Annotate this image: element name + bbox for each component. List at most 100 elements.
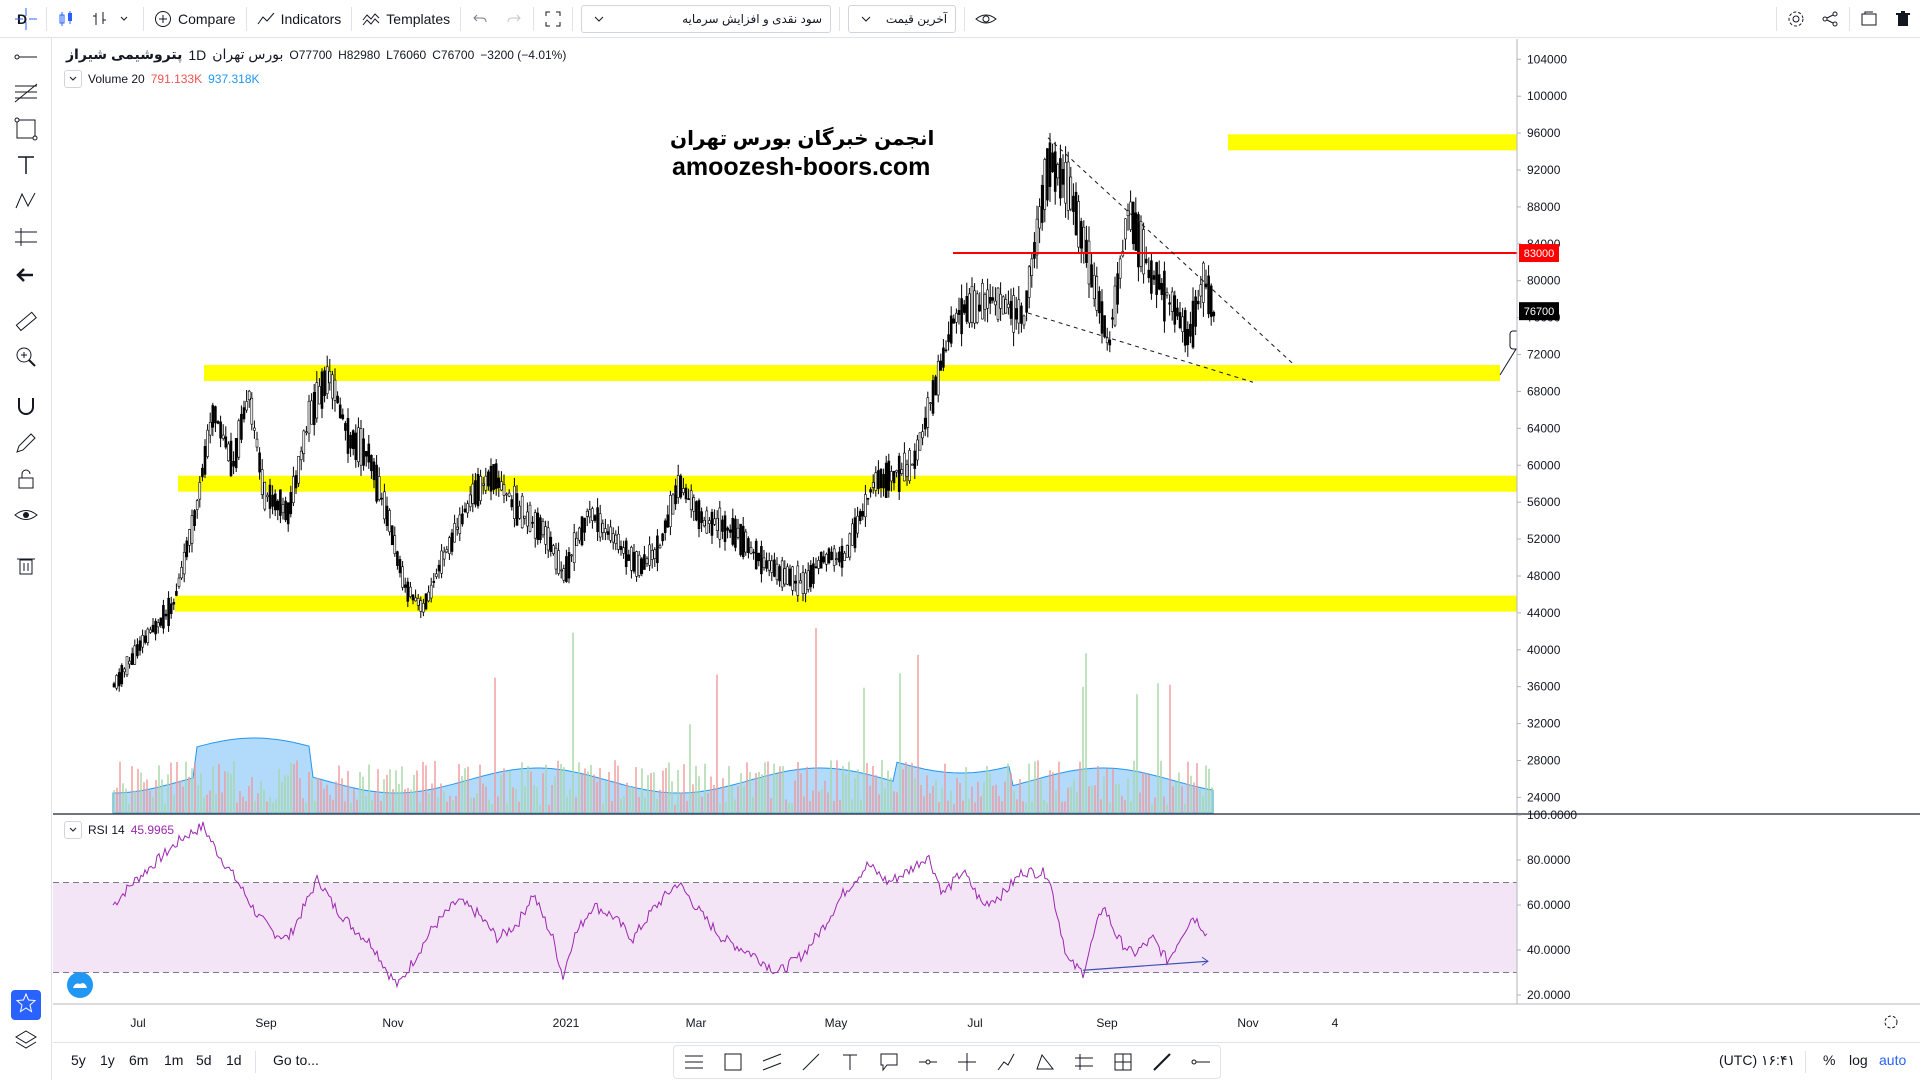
delete-chart-button[interactable]	[1886, 4, 1920, 34]
prediction-tool[interactable]	[11, 224, 41, 254]
volume-bar	[197, 785, 199, 813]
cross-quick-tool[interactable]	[947, 1046, 986, 1078]
range-5y[interactable]: 5y	[71, 1052, 86, 1068]
crosshair-tool[interactable]	[11, 6, 41, 36]
candle-body	[341, 414, 345, 420]
compare-button[interactable]: Compare	[146, 4, 244, 34]
indicators-button[interactable]: Indicators	[249, 4, 350, 34]
back-button[interactable]	[11, 262, 41, 292]
volume-bar	[242, 796, 244, 813]
undo-button[interactable]	[463, 4, 497, 34]
text-quick-tool[interactable]	[830, 1046, 869, 1078]
candle-body	[1007, 303, 1010, 308]
channel-quick-tool[interactable]	[752, 1046, 791, 1078]
eye-icon	[975, 10, 997, 28]
volume-bar	[191, 768, 193, 813]
candle-body	[793, 580, 797, 584]
lock-tool[interactable]	[11, 466, 41, 496]
fib-tool[interactable]	[11, 80, 41, 110]
auto-toggle[interactable]: auto	[1879, 1052, 1907, 1068]
symbol-legend[interactable]: پتروشیمی شیراز 1D بورس تهران O77700 H829…	[66, 46, 566, 63]
gear-icon[interactable]	[1884, 1015, 1898, 1029]
path-quick-tool[interactable]	[986, 1046, 1025, 1078]
object-tree-button[interactable]	[11, 1027, 41, 1057]
chart-canvas[interactable]: 95000700005800045000 1040001000009600092…	[53, 39, 1920, 1042]
range-1y[interactable]: 1y	[100, 1052, 115, 1068]
candle-body	[606, 531, 610, 535]
price-source-select[interactable]: آخرین قیمت	[848, 4, 957, 33]
goto-button[interactable]: Go to...	[273, 1052, 319, 1068]
trendline-quick-tool[interactable]	[791, 1046, 830, 1078]
measure-tool[interactable]	[11, 308, 41, 338]
candle-body	[1009, 300, 1013, 319]
volume-value-2: 937.318K	[208, 72, 260, 86]
fib-quick-tool[interactable]	[674, 1046, 713, 1078]
low-label: L	[386, 47, 393, 62]
candle-body	[367, 443, 371, 463]
brush-quick-tool[interactable]	[1142, 1046, 1181, 1078]
bar-style-button[interactable]	[49, 4, 83, 34]
fullscreen-button[interactable]	[536, 4, 570, 34]
trend-line-tool[interactable]	[11, 44, 41, 74]
redo-button[interactable]	[497, 4, 531, 34]
remove-drawings-tool[interactable]	[11, 552, 41, 582]
snapshot-button[interactable]	[1852, 4, 1886, 34]
projection-quick-tool[interactable]	[1064, 1046, 1103, 1078]
template-select[interactable]: سود نقدی و افزایش سرمایه	[581, 4, 832, 33]
hide-drawings-tool[interactable]	[11, 502, 41, 532]
candle-body	[468, 494, 472, 508]
candle-body	[1014, 308, 1018, 320]
collapse-button[interactable]	[64, 821, 82, 839]
log-toggle[interactable]: log	[1849, 1052, 1868, 1068]
time-tick-label: Sep	[255, 1016, 277, 1030]
templates-button[interactable]: Templates	[354, 4, 458, 34]
hline-quick-tool[interactable]	[908, 1046, 947, 1078]
volume-bar	[512, 787, 514, 813]
volume-bar	[497, 796, 499, 813]
candle-body	[333, 379, 337, 401]
pattern-quick-tool[interactable]	[1025, 1046, 1064, 1078]
rsi-legend[interactable]: RSI 14 45.9965	[64, 821, 174, 839]
clock-label[interactable]: ۱۶:۴۱ (UTC)	[1719, 1052, 1795, 1068]
stay-drawing-tool[interactable]	[11, 430, 41, 460]
candle-body	[279, 489, 282, 516]
range-5d[interactable]: 5d	[196, 1052, 212, 1068]
magnet-tool[interactable]	[11, 394, 41, 424]
settings-button[interactable]	[1779, 4, 1813, 34]
volume-bar	[785, 799, 787, 813]
candle-body	[780, 560, 784, 588]
volume-bar	[413, 774, 415, 813]
callout-quick-tool[interactable]	[869, 1046, 908, 1078]
percent-toggle[interactable]: %	[1823, 1052, 1836, 1068]
candle-body	[936, 360, 940, 396]
candle-body	[578, 527, 581, 541]
range-1m[interactable]: 1m	[164, 1052, 184, 1068]
divergence-arrow	[1082, 960, 1209, 971]
volume-bar	[317, 777, 319, 813]
interval-dropdown[interactable]	[83, 4, 141, 34]
volume-bar	[587, 771, 589, 813]
candle-body	[1147, 269, 1151, 279]
range-6m[interactable]: 6m	[129, 1052, 149, 1068]
range-1d[interactable]: 1d	[226, 1052, 242, 1068]
shape-tool[interactable]	[11, 116, 41, 146]
rectangle-quick-tool[interactable]	[713, 1046, 752, 1078]
pattern-tool[interactable]	[11, 188, 41, 218]
ray-quick-tool[interactable]	[1181, 1046, 1220, 1078]
visibility-button[interactable]	[967, 4, 1005, 34]
range-quick-tool[interactable]	[1103, 1046, 1142, 1078]
volume-bar	[359, 771, 361, 813]
favorites-button[interactable]	[11, 990, 41, 1020]
support-zone	[178, 475, 1535, 492]
volume-bar	[161, 779, 163, 813]
candle-body	[653, 549, 657, 559]
share-button[interactable]	[1813, 4, 1847, 34]
price-tick-label: 88000	[1527, 200, 1561, 214]
volume-legend[interactable]: Volume 20 791.133K 937.318K	[64, 70, 260, 88]
rsi-tick-label: 40.0000	[1527, 943, 1571, 957]
text-tool[interactable]	[11, 152, 41, 182]
candle-body	[1189, 323, 1192, 337]
candle-body	[864, 494, 867, 518]
collapse-button[interactable]	[64, 70, 82, 88]
zoom-tool[interactable]	[11, 344, 41, 374]
